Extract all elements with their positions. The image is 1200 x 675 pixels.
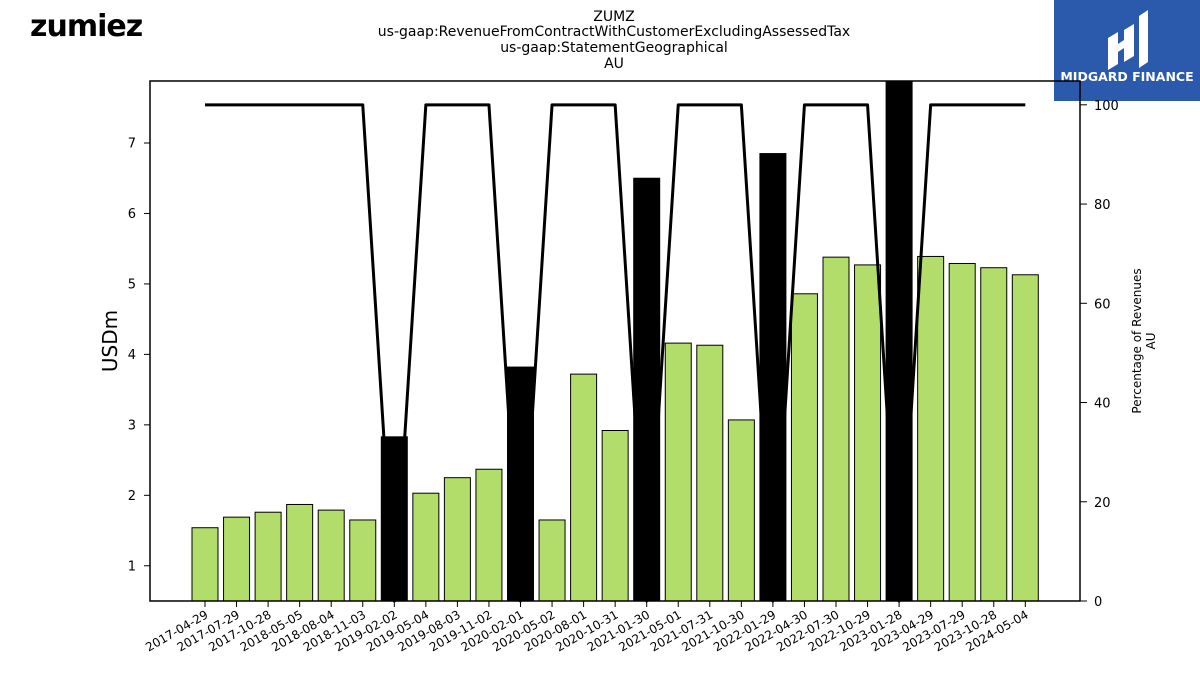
title-line-3: us-gaap:StatementGeographical xyxy=(500,40,728,56)
bar xyxy=(538,519,566,602)
bar xyxy=(475,468,503,602)
plot-frame xyxy=(149,80,1081,602)
y2-tick-label: 0 xyxy=(1094,595,1102,610)
y2-tick-label: 80 xyxy=(1094,198,1111,213)
x-axis-ticks: 2017-04-292017-07-292017-10-282018-05-05… xyxy=(143,601,1031,654)
title-line-2: us-gaap:RevenueFromContractWithCustomerE… xyxy=(378,24,850,40)
bar xyxy=(696,344,724,602)
y2-tick-label: 40 xyxy=(1094,397,1111,412)
bar xyxy=(570,373,598,602)
percentage-line-series xyxy=(205,103,1026,603)
bar xyxy=(412,492,440,602)
bar xyxy=(790,293,818,602)
y-tick-label: 1 xyxy=(128,559,136,574)
title-line-1: ZUMZ xyxy=(593,9,635,25)
bar xyxy=(286,503,314,602)
bar xyxy=(854,264,882,602)
bar xyxy=(1011,274,1039,602)
brand-logo-icon xyxy=(1108,10,1148,70)
company-logo: zumiez xyxy=(30,9,143,44)
bar xyxy=(254,511,282,602)
y2-axis-label-line-1: Percentage of Revenues xyxy=(1130,268,1144,413)
chart-title: ZUMZ us-gaap:RevenueFromContractWithCust… xyxy=(378,9,850,72)
bar xyxy=(633,177,661,602)
bar xyxy=(917,255,945,602)
y-tick-label: 3 xyxy=(128,418,136,433)
bar xyxy=(948,262,976,602)
y2-axis-label-line-2: AU xyxy=(1144,333,1158,350)
bar xyxy=(727,419,755,602)
y-tick-label: 2 xyxy=(128,489,136,504)
percentage-line xyxy=(205,103,1026,603)
y-axis-ticks: 1 2 3 4 5 6 7 xyxy=(128,137,150,574)
y-tick-label: 4 xyxy=(128,348,136,363)
y-tick-label: 6 xyxy=(128,207,136,222)
bar xyxy=(223,516,251,602)
bar xyxy=(885,80,913,602)
brand-logo-text: MIDGARD FINANCE xyxy=(1060,69,1193,84)
bar xyxy=(191,527,219,602)
y2-axis-ticks: 0 20 40 60 80 100 xyxy=(1080,99,1119,610)
bar xyxy=(349,519,377,602)
y-tick-label: 7 xyxy=(128,137,136,152)
brand-logo: MIDGARD FINANCE xyxy=(1054,0,1200,101)
bar xyxy=(317,509,345,602)
y2-tick-label: 100 xyxy=(1094,99,1119,114)
y-axis-label: USDm xyxy=(98,310,122,372)
bar xyxy=(443,477,471,602)
bar xyxy=(822,256,850,602)
bar xyxy=(507,366,534,602)
title-line-4: AU xyxy=(604,56,624,72)
bar xyxy=(664,342,692,602)
bar-series xyxy=(191,80,1039,602)
y-tick-label: 5 xyxy=(128,277,136,292)
y2-tick-label: 60 xyxy=(1094,297,1111,312)
bar xyxy=(759,153,787,602)
bar xyxy=(980,267,1008,602)
bar xyxy=(601,429,629,602)
y2-tick-label: 20 xyxy=(1094,496,1111,511)
